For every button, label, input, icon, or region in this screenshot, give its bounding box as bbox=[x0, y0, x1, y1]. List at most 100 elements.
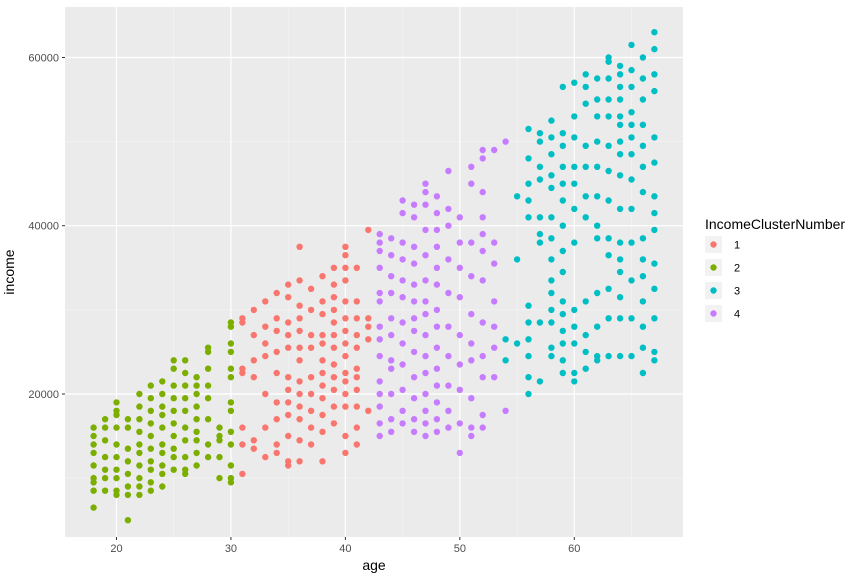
data-point bbox=[422, 420, 429, 427]
data-point bbox=[594, 75, 601, 82]
data-point bbox=[330, 403, 338, 410]
data-point bbox=[422, 432, 429, 440]
data-point bbox=[136, 474, 143, 482]
data-point bbox=[353, 315, 360, 322]
data-point bbox=[147, 487, 154, 494]
data-point bbox=[227, 441, 235, 448]
data-point bbox=[376, 230, 383, 238]
data-point bbox=[559, 357, 566, 364]
data-point bbox=[124, 517, 132, 524]
data-point bbox=[651, 226, 658, 234]
data-point bbox=[353, 264, 360, 271]
data-point bbox=[571, 340, 578, 347]
data-point bbox=[307, 344, 315, 351]
data-point bbox=[342, 352, 349, 360]
data-point bbox=[193, 390, 200, 398]
data-point bbox=[250, 437, 257, 444]
data-point bbox=[170, 445, 177, 452]
data-point bbox=[548, 319, 555, 326]
data-point bbox=[262, 390, 269, 398]
data-point bbox=[388, 416, 395, 423]
series-2 bbox=[90, 319, 235, 524]
data-point bbox=[399, 256, 406, 263]
data-point bbox=[559, 222, 566, 229]
data-point bbox=[479, 374, 486, 381]
data-point bbox=[651, 29, 658, 36]
data-point bbox=[445, 323, 452, 330]
data-point bbox=[147, 407, 154, 414]
data-point bbox=[422, 310, 429, 318]
data-point bbox=[285, 432, 292, 440]
data-point bbox=[445, 407, 452, 414]
data-point bbox=[239, 319, 246, 326]
data-point bbox=[193, 437, 200, 444]
data-point bbox=[147, 458, 154, 465]
data-point bbox=[468, 163, 475, 170]
data-point bbox=[525, 374, 532, 381]
data-point bbox=[605, 197, 612, 204]
data-point bbox=[651, 315, 658, 322]
data-point bbox=[468, 432, 475, 440]
data-point bbox=[182, 382, 189, 389]
data-point bbox=[422, 277, 429, 284]
data-point bbox=[536, 378, 544, 385]
data-point bbox=[502, 407, 509, 414]
y-tick-label: 20000 bbox=[28, 389, 59, 401]
data-point bbox=[491, 146, 498, 154]
data-point bbox=[296, 315, 303, 322]
x-axis-title: age bbox=[362, 557, 386, 573]
data-point bbox=[536, 239, 544, 246]
data-point bbox=[594, 357, 601, 364]
data-point bbox=[319, 357, 326, 364]
data-point bbox=[330, 331, 338, 339]
data-point bbox=[422, 180, 429, 187]
data-point bbox=[170, 420, 177, 427]
data-point bbox=[342, 432, 349, 440]
data-point bbox=[285, 386, 292, 393]
data-point bbox=[651, 348, 658, 356]
data-point bbox=[307, 441, 315, 448]
data-point bbox=[159, 470, 166, 478]
data-point bbox=[559, 163, 566, 170]
data-point bbox=[273, 416, 280, 423]
legend-label: 1 bbox=[734, 240, 740, 252]
data-point bbox=[525, 214, 532, 221]
data-point bbox=[330, 361, 338, 368]
data-point bbox=[147, 395, 154, 402]
legend-entry-3: 3 bbox=[705, 282, 740, 299]
data-point bbox=[296, 357, 303, 364]
data-point bbox=[159, 441, 166, 448]
data-point bbox=[342, 264, 349, 271]
data-point bbox=[227, 407, 235, 414]
data-point bbox=[376, 336, 383, 343]
data-point bbox=[273, 289, 280, 297]
data-point bbox=[90, 479, 97, 486]
data-point bbox=[376, 247, 383, 255]
data-point bbox=[262, 340, 269, 347]
data-point bbox=[376, 420, 383, 427]
data-point bbox=[113, 399, 120, 406]
data-point bbox=[365, 323, 372, 330]
data-point bbox=[639, 344, 647, 351]
data-point bbox=[433, 382, 441, 389]
data-point bbox=[113, 466, 120, 473]
data-point bbox=[548, 289, 555, 297]
data-point bbox=[616, 113, 624, 120]
data-point bbox=[193, 382, 200, 389]
data-point bbox=[170, 432, 177, 440]
data-point bbox=[353, 365, 360, 372]
data-point bbox=[388, 390, 395, 398]
data-point bbox=[399, 386, 406, 393]
data-point bbox=[204, 395, 212, 402]
data-point bbox=[227, 365, 235, 372]
data-point bbox=[250, 374, 257, 381]
data-point bbox=[422, 188, 429, 196]
data-point bbox=[159, 483, 166, 490]
data-point bbox=[273, 315, 280, 322]
data-point bbox=[250, 445, 257, 452]
data-point bbox=[285, 399, 292, 406]
data-point bbox=[594, 235, 601, 242]
data-point bbox=[616, 96, 624, 103]
data-point bbox=[296, 437, 303, 444]
data-point bbox=[479, 319, 486, 326]
